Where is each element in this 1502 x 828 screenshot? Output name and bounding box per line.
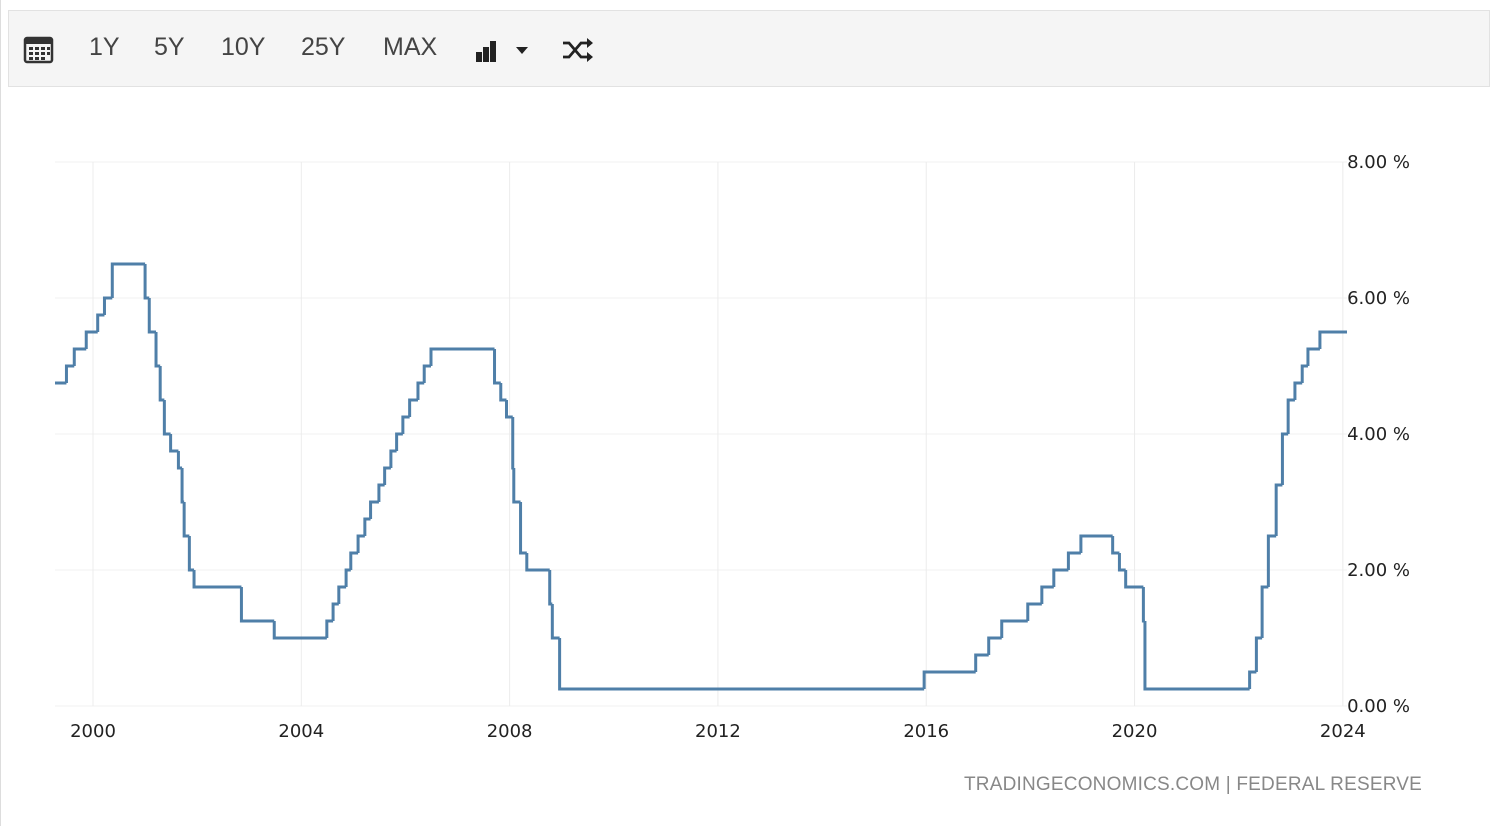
rate-step <box>192 570 242 589</box>
rate-step <box>1143 621 1250 691</box>
rate-step <box>416 381 425 400</box>
rate-step <box>1260 585 1269 638</box>
rate-step <box>395 432 403 451</box>
rate-step <box>519 502 527 555</box>
rate-step <box>96 313 105 332</box>
y-tick-label: 8.00 % <box>1347 152 1410 173</box>
rate-step <box>1117 553 1126 572</box>
rate-step <box>187 536 195 572</box>
rate-step <box>408 398 418 417</box>
rate-step <box>383 466 391 485</box>
rate-step <box>1280 432 1289 485</box>
rate-step <box>550 604 560 640</box>
range-button[interactable]: MAX <box>383 33 438 61</box>
rate-step <box>1293 381 1303 400</box>
rate-step <box>182 502 190 538</box>
rate-step <box>511 417 515 470</box>
rate-step <box>272 621 327 640</box>
x-tick-label: 2008 <box>487 721 533 742</box>
rate-step <box>1318 330 1347 349</box>
rate-step <box>1124 570 1144 589</box>
range-button[interactable]: 25Y <box>301 33 346 61</box>
rate-step <box>154 332 161 368</box>
rate-step <box>1286 398 1295 434</box>
rate-step <box>1040 585 1054 604</box>
rate-step <box>143 264 150 300</box>
source-note: TRADINGECONOMICS.COM | FEDERAL RESERVE <box>964 774 1423 795</box>
rate-step <box>525 553 550 572</box>
rate-step <box>512 468 521 504</box>
shuffle-icon[interactable] <box>561 35 595 65</box>
rate-step <box>325 619 334 638</box>
rate-step <box>169 434 179 453</box>
rate-step <box>1300 364 1308 383</box>
rate-step <box>72 347 87 366</box>
rate-step <box>344 568 351 587</box>
rate-step <box>1052 568 1069 587</box>
rate-step <box>1254 636 1263 672</box>
rate-step <box>1079 534 1113 553</box>
x-tick-label: 2020 <box>1112 721 1158 742</box>
rate-step <box>147 298 157 334</box>
rate-step <box>349 551 359 570</box>
rate-step <box>356 534 365 553</box>
y-tick-label: 4.00 % <box>1347 424 1410 445</box>
rate-step <box>548 570 553 606</box>
rate-step <box>987 636 1002 655</box>
x-tick-label: 2000 <box>70 721 116 742</box>
x-tick-label: 2016 <box>903 721 949 742</box>
rate-step <box>1026 602 1042 621</box>
rate-step <box>377 483 385 502</box>
rate-step <box>1000 619 1028 638</box>
rate-step <box>922 670 976 689</box>
range-button[interactable]: 1Y <box>89 33 120 61</box>
chart-type-icon[interactable] <box>473 37 533 65</box>
x-tick-label: 2024 <box>1320 721 1366 742</box>
rate-step <box>102 296 113 315</box>
rate-step <box>337 585 347 604</box>
rate-step <box>1066 551 1081 570</box>
rate-step <box>84 330 98 349</box>
rate-step <box>499 383 507 402</box>
range-button[interactable]: 10Y <box>221 33 266 61</box>
rate-step <box>401 415 410 434</box>
range-button[interactable]: 5Y <box>154 33 185 61</box>
toolbar: 1Y 5Y 10Y 25Y MAX <box>8 10 1490 87</box>
calendar-icon[interactable] <box>23 35 55 65</box>
rate-step <box>180 468 185 504</box>
rate-step <box>110 262 146 298</box>
rate-step <box>429 347 495 366</box>
rate-step <box>1141 587 1145 623</box>
x-tick-label: 2004 <box>278 721 324 742</box>
rate-step <box>493 349 501 385</box>
rate-step <box>504 400 513 419</box>
rate-step <box>1306 347 1320 366</box>
rate-step <box>363 517 371 536</box>
rate-step <box>974 653 989 672</box>
rate-step <box>389 449 397 468</box>
rate-step <box>1111 536 1120 555</box>
rate-step <box>239 587 275 623</box>
y-tick-label: 0.00 % <box>1347 696 1410 717</box>
rate-step <box>422 364 431 383</box>
y-tick-label: 6.00 % <box>1347 288 1410 309</box>
rate-step <box>1266 534 1277 587</box>
rate-step <box>158 366 165 402</box>
rate-step <box>1274 483 1283 536</box>
y-tick-label: 2.00 % <box>1347 560 1410 581</box>
x-tick-label: 2012 <box>695 721 741 742</box>
rate-step <box>1248 670 1257 689</box>
rate-step <box>369 500 379 519</box>
rate-step <box>176 451 183 470</box>
rate-step <box>162 400 171 436</box>
rate-step <box>331 602 339 621</box>
rate-step <box>558 638 925 691</box>
rate-step <box>64 364 75 383</box>
